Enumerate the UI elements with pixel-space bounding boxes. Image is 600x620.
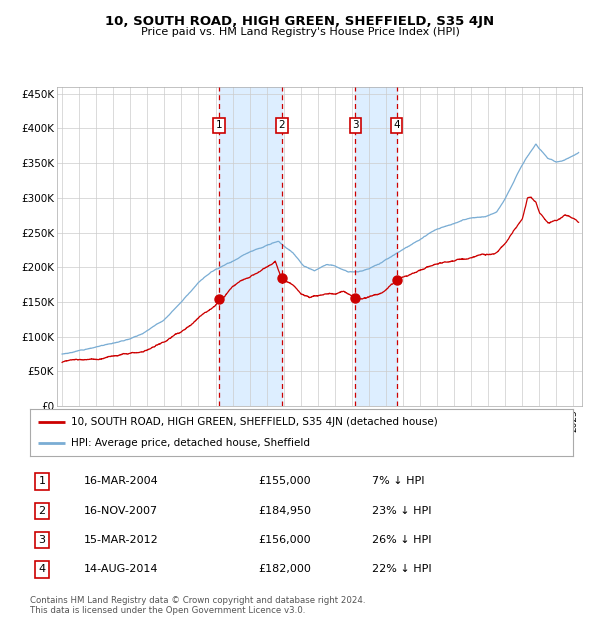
Text: 2: 2: [278, 120, 285, 130]
Text: 10, SOUTH ROAD, HIGH GREEN, SHEFFIELD, S35 4JN (detached house): 10, SOUTH ROAD, HIGH GREEN, SHEFFIELD, S…: [71, 417, 437, 427]
Text: 23% ↓ HPI: 23% ↓ HPI: [372, 506, 431, 516]
Bar: [355, 87, 397, 406]
Text: This data is licensed under the Open Government Licence v3.0.: This data is licensed under the Open Gov…: [30, 606, 305, 616]
Text: 2: 2: [38, 506, 46, 516]
Text: 10, SOUTH ROAD, HIGH GREEN, SHEFFIELD, S35 4JN: 10, SOUTH ROAD, HIGH GREEN, SHEFFIELD, S…: [106, 16, 494, 29]
Text: 15-MAR-2012: 15-MAR-2012: [85, 535, 159, 545]
Text: 3: 3: [352, 120, 359, 130]
Text: 14-AUG-2014: 14-AUG-2014: [85, 564, 159, 575]
Text: £155,000: £155,000: [258, 476, 311, 487]
Text: 26% ↓ HPI: 26% ↓ HPI: [372, 535, 431, 545]
Text: 1: 1: [38, 476, 46, 487]
Text: £182,000: £182,000: [258, 564, 311, 575]
Text: 1: 1: [216, 120, 223, 130]
Text: 16-MAR-2004: 16-MAR-2004: [85, 476, 159, 487]
Text: Contains HM Land Registry data © Crown copyright and database right 2024.: Contains HM Land Registry data © Crown c…: [30, 596, 365, 606]
Text: 4: 4: [38, 564, 46, 575]
Text: 16-NOV-2007: 16-NOV-2007: [85, 506, 158, 516]
Text: £184,950: £184,950: [258, 506, 311, 516]
Bar: [219, 87, 281, 406]
Text: 4: 4: [393, 120, 400, 130]
Text: £156,000: £156,000: [258, 535, 311, 545]
Text: Price paid vs. HM Land Registry's House Price Index (HPI): Price paid vs. HM Land Registry's House …: [140, 27, 460, 37]
Text: 3: 3: [38, 535, 46, 545]
Text: HPI: Average price, detached house, Sheffield: HPI: Average price, detached house, Shef…: [71, 438, 310, 448]
Text: 7% ↓ HPI: 7% ↓ HPI: [372, 476, 425, 487]
Text: 22% ↓ HPI: 22% ↓ HPI: [372, 564, 432, 575]
